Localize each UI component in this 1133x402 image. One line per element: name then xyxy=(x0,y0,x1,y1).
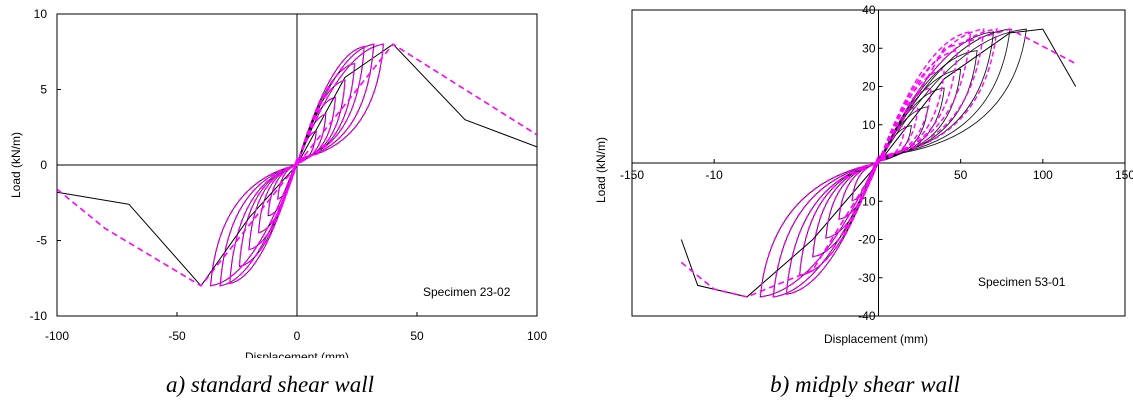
model-hysteresis-loop xyxy=(219,43,375,287)
caption-a: a) standard shear wall xyxy=(166,372,374,397)
y-tick-label: -30 xyxy=(858,271,876,285)
model-hysteresis-loop xyxy=(759,28,998,298)
y-tick-label: 10 xyxy=(34,7,48,21)
y-tick-label: 5 xyxy=(40,83,47,97)
specimen-label: Specimen 23-02 xyxy=(423,285,511,299)
x-tick-label: 50 xyxy=(954,168,968,182)
y-axis-label: Load (kN/m) xyxy=(594,137,608,203)
y-tick-label: 10 xyxy=(862,118,876,132)
model-hysteresis-loop xyxy=(825,87,932,239)
y-tick-label: 40 xyxy=(862,3,876,17)
y-tick-label: 20 xyxy=(862,80,876,94)
model-hysteresis-loop xyxy=(838,105,919,221)
model-envelope-line xyxy=(57,43,537,287)
y-tick-label: -5 xyxy=(36,234,47,248)
model-hysteresis-loop xyxy=(785,30,972,296)
y-tick-label: 30 xyxy=(862,41,876,55)
x-axis-label: Displacement (mm) xyxy=(824,332,928,346)
y-tick-label: -20 xyxy=(858,233,876,247)
y-tick-label: 0 xyxy=(40,158,47,172)
x-tick-label: 150 xyxy=(1115,168,1133,182)
specimen-label: Specimen 53-01 xyxy=(978,275,1066,289)
model-hysteresis-loop xyxy=(772,28,985,298)
label-mask xyxy=(0,358,1133,372)
model-hysteresis-loop xyxy=(209,43,385,287)
x-tick-label: 50 xyxy=(410,329,424,343)
y-tick-label: -40 xyxy=(858,309,876,323)
x-tick-label: 0 xyxy=(294,329,301,343)
caption-b: b) midply shear wall xyxy=(770,372,960,397)
x-tick-label: -150 xyxy=(620,168,644,182)
y-axis-label: Load (kN/m) xyxy=(9,132,23,198)
x-tick-label: 100 xyxy=(1033,168,1053,182)
y-tick-label: -10 xyxy=(30,309,48,323)
model-envelope-line xyxy=(680,28,1077,298)
x-tick-label: 100 xyxy=(527,329,547,343)
model-hysteresis-loop xyxy=(811,68,946,258)
x-tick-label: -100 xyxy=(45,329,69,343)
x-tick-label: -10 xyxy=(705,168,723,182)
x-tick-label: -50 xyxy=(168,329,186,343)
